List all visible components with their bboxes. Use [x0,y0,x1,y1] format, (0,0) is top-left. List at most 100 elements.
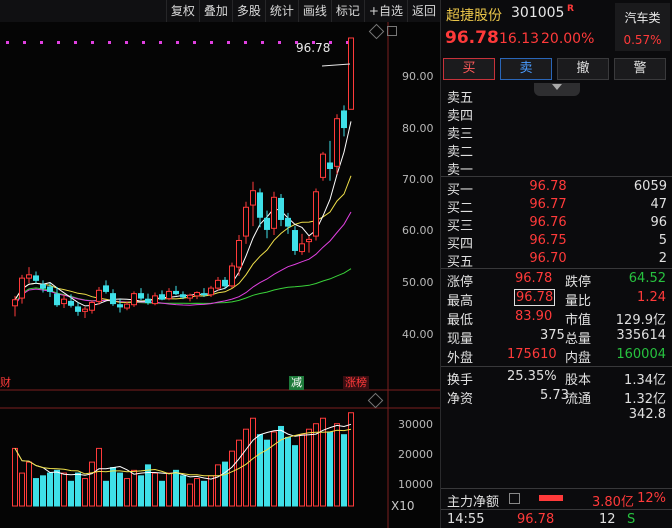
toolbar-stats-button[interactable]: 统计 [264,0,298,22]
ask-row[interactable]: 卖一 [441,158,672,178]
volume-bar [292,445,298,507]
reduce-tag[interactable]: 减 [289,376,304,390]
limit-up-list-tag[interactable]: 涨榜 [343,376,369,390]
ask-row[interactable]: 卖五 [441,86,672,106]
divider [441,488,672,489]
candle-down [68,300,74,306]
volume-ma5-line [14,423,352,480]
low-value: 83.90 [515,309,553,324]
volume-bar [334,423,340,507]
marker-dot [193,41,196,44]
tick-side: S [627,512,636,527]
candle-up [313,191,319,237]
candle-down [103,285,109,292]
main-net-flow-percent: 12% [637,491,666,506]
finance-tag[interactable]: 财 [0,376,11,389]
candle-up [26,274,32,279]
cancel-order-button[interactable]: 撤 [557,58,609,80]
volume-bar [229,450,235,507]
marker-dot [312,41,315,44]
volume-tick-label: 10000 [398,478,433,491]
volume-bar [159,480,165,507]
bid-label: 买五 [447,255,474,270]
inner-volume-label: 内盘 [565,351,592,366]
volume-bar [285,436,291,507]
toolbar-overlay-button[interactable]: 叠加 [198,0,232,22]
alert-button[interactable]: 警 [614,58,666,80]
volume-bar [96,447,102,507]
extra-value: 342.8 [628,407,666,422]
bid-row[interactable]: 买一 96.78 6059 [441,178,672,198]
tick-time: 14:55 [447,512,485,527]
candle-down [278,197,284,220]
bid-row[interactable]: 买四 96.75 5 [441,232,672,252]
price-tick-label: 60.00 [402,224,434,237]
bid-price: 96.70 [529,251,567,266]
industry-box[interactable]: 汽车类 0.57% [615,3,670,51]
marker-dot [74,41,77,44]
toolbar-fuquan-button[interactable]: 复权 [165,0,199,22]
price-tick-label: 70.00 [402,173,434,186]
volume-bar [61,472,67,507]
kline-chart-pane[interactable]: 复权 叠加 多股 统计 画线 标记 +自选 返回 90.00 80.00 70.… [0,0,440,528]
expand-tab[interactable] [534,83,580,96]
main-net-flow-label: 主力净额 [447,495,500,510]
industry-name: 汽车类 [624,11,661,25]
divider [441,509,672,510]
candle-down [117,304,123,308]
ask-row[interactable]: 卖三 [441,122,672,142]
toolbar-multi-stock-button[interactable]: 多股 [231,0,265,22]
marker-dot [329,41,332,44]
candle-up [19,277,25,299]
price-axis: 90.00 80.00 70.00 60.00 50.00 40.00 [402,70,434,341]
buy-button[interactable]: 买 [443,58,495,80]
candle-up [320,153,326,178]
toolbar-back-button[interactable]: 返回 [406,0,440,22]
candle-up [236,239,242,268]
marker-dot [210,41,213,44]
candle-up [82,308,88,312]
tick-price: 96.78 [517,512,555,527]
sell-button[interactable]: 卖 [500,58,552,80]
bid-row[interactable]: 买三 96.76 96 [441,214,672,234]
tick-volume: 12 [599,512,616,527]
marker-dot [40,41,43,44]
candle-down [257,192,263,218]
marker-dot [244,41,247,44]
volume-bar [19,472,25,507]
ask-row[interactable]: 卖二 [441,140,672,160]
quote-panel: 超捷股份 301005 R 汽车类 0.57% 96.78 16.13 20.0… [440,0,672,528]
bid-label: 买三 [447,219,474,234]
volume-bar [208,475,214,507]
price-tick-label: 40.00 [402,328,434,341]
marker-dot [6,41,9,44]
bid-price: 96.75 [529,233,567,248]
candle-up [194,292,200,297]
kline-svg[interactable]: 90.00 80.00 70.00 60.00 50.00 40.00 3000… [0,22,440,528]
candle-up [61,298,67,305]
candle-up [89,301,95,311]
volume-bar [243,428,249,507]
volume-bar [299,434,305,507]
bid-row[interactable]: 买二 96.77 47 [441,196,672,216]
ask-label: 卖二 [447,145,474,160]
toolbar-mark-button[interactable]: 标记 [330,0,364,22]
ask-row[interactable]: 卖四 [441,104,672,124]
list-icon[interactable] [509,493,520,504]
low-label: 最低 [447,313,474,328]
ma20-line [14,211,352,306]
bid-price: 96.78 [529,179,567,194]
candle-down [40,284,46,289]
bid-volume: 6059 [633,179,667,194]
candle-down [138,293,144,299]
bid-row[interactable]: 买五 96.70 2 [441,250,672,270]
toolbar-add-watchlist-button[interactable]: +自选 [363,0,407,22]
volume-bar [54,469,60,507]
volume-ratio-label: 量比 [565,294,592,309]
bid-volume: 5 [658,233,667,248]
candle-down [201,293,207,296]
volume-bar [180,475,186,507]
toolbar-draw-line-button[interactable]: 画线 [297,0,331,22]
square-icon[interactable] [387,26,397,36]
marker-dot [23,41,26,44]
